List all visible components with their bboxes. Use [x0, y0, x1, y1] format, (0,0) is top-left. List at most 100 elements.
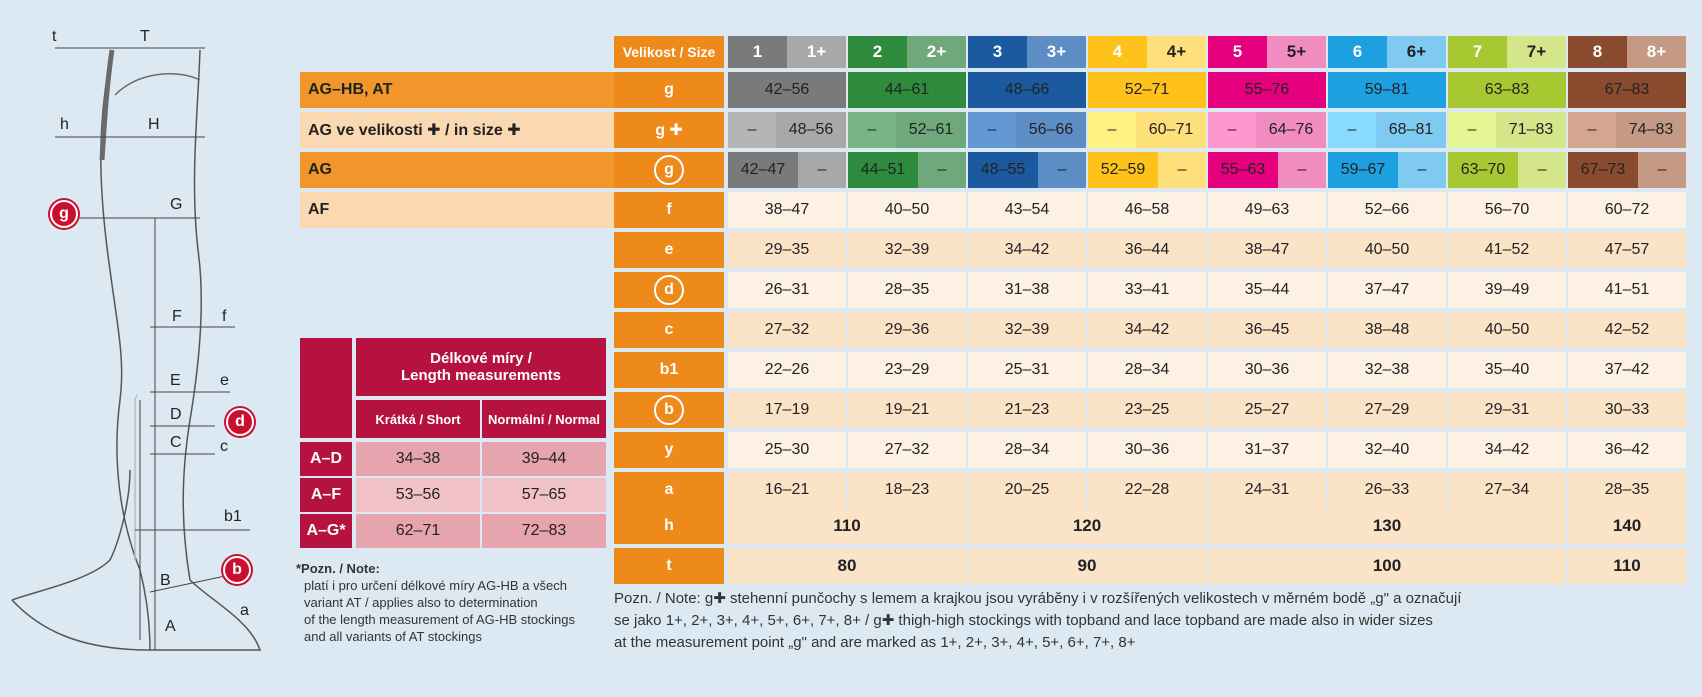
cell-gc-2-a: 48–55	[968, 152, 1038, 188]
row-label-text-t: t	[666, 557, 672, 574]
cell-b-0: 17–19	[728, 392, 846, 428]
cell-a-5: 26–33	[1328, 472, 1446, 508]
leg-label-a: a	[240, 602, 249, 619]
length-normal-0: 39–44	[482, 442, 606, 476]
cell-gc-6-b: –	[1518, 152, 1566, 188]
size-header-8+: 8+	[1627, 36, 1686, 68]
cell-d-4: 35–44	[1208, 272, 1326, 308]
size-header-4: 4	[1088, 36, 1147, 68]
footer-line-3: at the measurement point „g" and are mar…	[614, 634, 1136, 651]
size-header-3: 3	[968, 36, 1027, 68]
size-header-8: 8	[1568, 36, 1627, 68]
cell-b-7: 30–33	[1568, 392, 1686, 428]
cell-c-6: 40–50	[1448, 312, 1566, 348]
size-header-2+: 2+	[907, 36, 966, 68]
cell-a-0: 16–21	[728, 472, 846, 508]
row-label-text-b1: b1	[659, 361, 679, 378]
size-header-2: 2	[848, 36, 907, 68]
cat-af: AF	[300, 192, 614, 228]
size-header-6: 6	[1328, 36, 1387, 68]
size-header-5+: 5+	[1267, 36, 1326, 68]
cell-gplus-7-b: 74–83	[1616, 112, 1686, 148]
length-row-label-2: A–G*	[300, 514, 352, 548]
cell-g-6: 63–83	[1448, 72, 1566, 108]
cell-e-4: 38–47	[1208, 232, 1326, 268]
leg-outline-drawing	[11, 47, 262, 651]
row-label-text-gplus: g ✚	[655, 122, 683, 139]
row-label-text-e: e	[664, 241, 674, 258]
leg-label-c: c	[220, 438, 228, 455]
cell-b1-3: 28–34	[1088, 352, 1206, 388]
length-row-label-0: A–D	[300, 442, 352, 476]
length-table: Délkové míry / Length measurements Krátk…	[300, 338, 606, 550]
leg-diagram: t T h H G g F f E e D d C c b1 B b A a	[0, 0, 270, 692]
cell-gplus-2-b: 56–66	[1016, 112, 1086, 148]
cell-t-2: 100	[1208, 548, 1566, 584]
row-label-text-a: a	[664, 481, 674, 498]
size-header-3+: 3+	[1027, 36, 1086, 68]
cell-gplus-4-b: 64–76	[1256, 112, 1326, 148]
leg-marker-b-circle: b	[223, 556, 251, 584]
cell-f-0: 38–47	[728, 192, 846, 228]
cell-gplus-1-b: 52–61	[896, 112, 966, 148]
cell-y-5: 32–40	[1328, 432, 1446, 468]
length-title-1: Délkové míry /	[430, 350, 532, 367]
cell-f-4: 49–63	[1208, 192, 1326, 228]
cell-y-1: 27–32	[848, 432, 966, 468]
row-label-text-g: g	[664, 81, 674, 98]
cell-y-6: 34–42	[1448, 432, 1566, 468]
cell-gc-1-a: 44–51	[848, 152, 918, 188]
cell-t-3: 110	[1568, 548, 1686, 584]
leg-label-g: g	[59, 205, 69, 222]
row-label-f: f	[614, 192, 724, 228]
footer-line-2: se jako 1+, 2+, 3+, 4+, 5+, 6+, 7+, 8+ /…	[614, 612, 1433, 629]
leg-marker-g-circle: g	[50, 200, 78, 228]
cell-d-3: 33–41	[1088, 272, 1206, 308]
cell-d-7: 41–51	[1568, 272, 1686, 308]
cell-y-2: 28–34	[968, 432, 1086, 468]
leg-label-B: B	[160, 572, 171, 589]
cell-g-0: 42–56	[728, 72, 846, 108]
leg-label-F: F	[172, 308, 182, 325]
row-label-a: a	[614, 472, 724, 508]
size-header-1: 1	[728, 36, 787, 68]
cell-b-3: 23–25	[1088, 392, 1206, 428]
cell-g-1: 44–61	[848, 72, 966, 108]
cell-c-0: 27–32	[728, 312, 846, 348]
cell-gc-4-a: 55–63	[1208, 152, 1278, 188]
cell-t-1: 90	[968, 548, 1206, 584]
cell-a-1: 18–23	[848, 472, 966, 508]
cell-gc-5-b: –	[1398, 152, 1446, 188]
row-label-b: b	[614, 392, 724, 428]
cell-d-1: 28–35	[848, 272, 966, 308]
row-label-c: c	[614, 312, 724, 348]
leg-label-A: A	[165, 618, 176, 635]
cell-h-3: 140	[1568, 508, 1686, 544]
cell-gc-0-b: –	[798, 152, 846, 188]
leg-label-C: C	[170, 434, 182, 451]
cell-gplus-5-a: –	[1328, 112, 1376, 148]
length-short-0: 34–38	[356, 442, 480, 476]
cell-gplus-6-b: 71–83	[1496, 112, 1566, 148]
cell-c-7: 42–52	[1568, 312, 1686, 348]
row-label-text-y: y	[664, 441, 674, 458]
length-normal-1: 57–65	[482, 478, 606, 512]
cell-gplus-6-a: –	[1448, 112, 1496, 148]
leg-label-T: T	[140, 28, 150, 45]
row-label-text-c: c	[664, 321, 674, 338]
cell-gc-7-a: 67–73	[1568, 152, 1638, 188]
cell-gplus-3-b: 60–71	[1136, 112, 1206, 148]
cell-y-3: 30–36	[1088, 432, 1206, 468]
cell-gplus-3-a: –	[1088, 112, 1136, 148]
cell-y-0: 25–30	[728, 432, 846, 468]
cell-gc-2-b: –	[1038, 152, 1086, 188]
leg-label-h: h	[60, 116, 69, 133]
cell-a-3: 22–28	[1088, 472, 1206, 508]
row-label-g: g	[614, 72, 724, 108]
cell-b-2: 21–23	[968, 392, 1086, 428]
row-label-d: d	[614, 272, 724, 308]
cell-gplus-5-b: 68–81	[1376, 112, 1446, 148]
cell-b-6: 29–31	[1448, 392, 1566, 428]
cell-b1-1: 23–29	[848, 352, 966, 388]
cell-e-1: 32–39	[848, 232, 966, 268]
